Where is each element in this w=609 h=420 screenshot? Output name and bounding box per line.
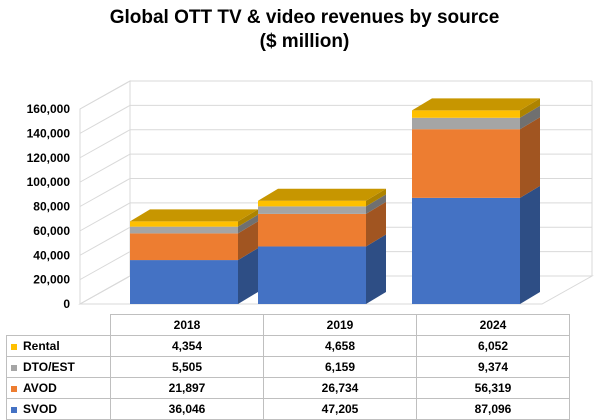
y-gridline [79,80,592,110]
bar-rental-2018 [130,221,238,227]
row-label-dto-est: DTO/EST [6,356,111,378]
legend-swatch-svod [11,406,17,413]
chart-subtitle: ($ million) [259,31,350,52]
bar-side-svod-2019 [366,234,386,304]
bar-side-rental-2018 [238,209,258,227]
cell-dto-est-2024: 9,374 [416,356,570,378]
bar-dto-est-2024 [412,117,520,130]
bar-side-svod-2018 [238,248,258,304]
table-header-row: 2018 2019 2024 [6,314,570,336]
row-label-svod: SVOD [6,398,111,420]
bar-dto-est-2018 [130,226,238,234]
bar-side-dto-est-2018 [238,214,258,234]
table-corner-cell [6,314,111,336]
bar-dto-est-2019 [258,206,366,214]
cell-dto-est-2018: 5,505 [110,356,264,378]
data-table: 2018 2019 2024 Rental 4,354 4,658 6,052 … [6,314,570,420]
table-row-avod: AVOD 21,897 26,734 56,319 [6,377,570,399]
chart-title: Global OTT TV & video revenues by source [109,7,500,28]
bar-svod-2018 [130,260,238,304]
bar-avod-2018 [130,233,238,261]
bar-side-dto-est-2024 [520,105,540,130]
cell-avod-2024: 56,319 [416,377,570,399]
y-tick-label: 60,000 [33,224,70,238]
bar-side-dto-est-2019 [366,194,386,214]
bar-rental-2024 [412,110,520,118]
cell-svod-2018: 36,046 [110,398,264,420]
bar-side-rental-2019 [366,188,386,207]
bar-top-2019 [258,188,386,201]
bar-top-2018 [130,209,258,222]
bar-avod-2024 [412,129,520,198]
bar-top-2024 [412,98,540,111]
category-header-2019: 2019 [263,314,417,336]
cell-rental-2018: 4,354 [110,335,264,357]
y-tick-label: 40,000 [33,248,70,262]
table-row-svod: SVOD 36,046 47,205 87,096 [6,398,570,420]
bar-side-avod-2018 [238,221,258,261]
cell-dto-est-2019: 6,159 [263,356,417,378]
bar-side-avod-2019 [366,201,386,247]
y-tick-label: 100,000 [27,175,71,189]
legend-label-svod: SVOD [23,402,58,416]
cell-svod-2019: 47,205 [263,398,417,420]
table-row-rental: Rental 4,354 4,658 6,052 [6,335,570,357]
bar-side-avod-2024 [520,117,540,198]
y-tick-label: 80,000 [33,200,70,214]
chart-title-block: Global OTT TV & video revenues by source… [0,6,609,54]
cell-rental-2019: 4,658 [263,335,417,357]
legend-swatch-rental [11,343,17,350]
y-tick-label: 120,000 [27,151,71,165]
row-label-rental: Rental [6,335,111,357]
category-header-2018: 2018 [110,314,264,336]
y-tick-label: 140,000 [27,126,71,140]
bar-side-svod-2024 [520,185,540,304]
category-header-2024: 2024 [416,314,570,336]
cell-svod-2024: 87,096 [416,398,570,420]
legend-swatch-dto-est [11,364,17,371]
bar-rental-2019 [258,200,366,207]
y-tick-label: 20,000 [33,273,70,287]
legend-swatch-avod [11,385,17,392]
legend-label-dto-est: DTO/EST [23,360,75,374]
legend-label-rental: Rental [23,339,60,353]
cell-avod-2019: 26,734 [263,377,417,399]
row-label-avod: AVOD [6,377,111,399]
bar-avod-2019 [258,213,366,247]
cell-avod-2018: 21,897 [110,377,264,399]
bar-side-rental-2024 [520,98,540,118]
y-tick-label: 0 [63,297,70,311]
legend-label-avod: AVOD [23,381,57,395]
bar-svod-2024 [412,197,520,304]
bar-svod-2019 [258,246,366,304]
table-row-dto-est: DTO/EST 5,505 6,159 9,374 [6,356,570,378]
cell-rental-2024: 6,052 [416,335,570,357]
y-tick-label: 160,000 [27,102,71,116]
